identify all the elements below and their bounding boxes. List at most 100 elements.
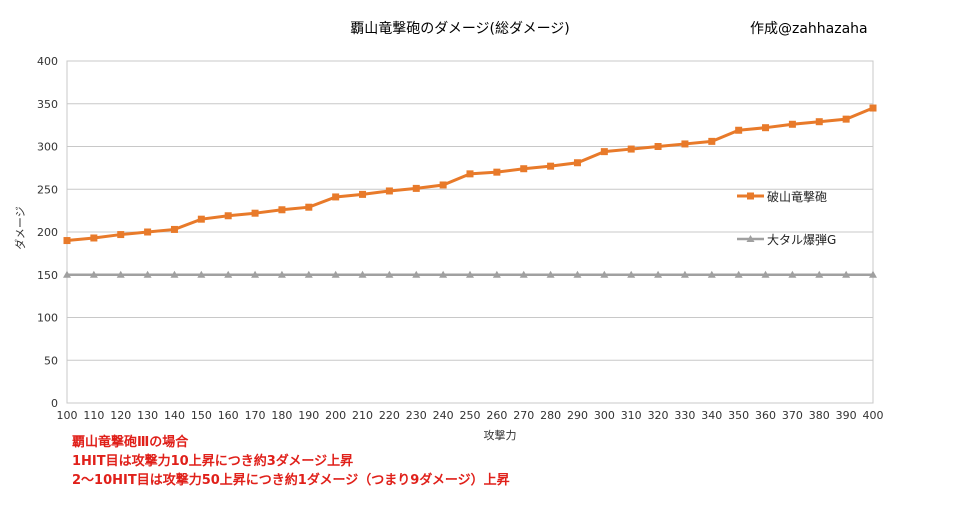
data-point bbox=[869, 270, 877, 278]
legend-label: 破山竜撃砲 bbox=[767, 189, 827, 204]
data-point bbox=[144, 228, 152, 236]
data-point bbox=[117, 231, 125, 239]
data-point bbox=[546, 270, 555, 278]
data-point bbox=[708, 137, 716, 145]
data-point bbox=[680, 270, 689, 278]
data-point bbox=[707, 270, 716, 278]
data-point bbox=[734, 270, 743, 278]
x-tick-label: 180 bbox=[271, 409, 292, 422]
data-point bbox=[520, 165, 528, 173]
data-point bbox=[251, 209, 259, 217]
chart-title: 覇山竜撃砲のダメージ(総ダメージ) bbox=[350, 21, 570, 37]
data-point bbox=[466, 170, 474, 178]
data-point bbox=[412, 270, 421, 278]
x-tick-label: 130 bbox=[137, 409, 158, 422]
data-point bbox=[493, 168, 501, 176]
data-point bbox=[304, 270, 313, 278]
data-point bbox=[761, 270, 770, 278]
data-point bbox=[358, 270, 367, 278]
data-point bbox=[359, 190, 367, 198]
x-tick-label: 110 bbox=[83, 409, 104, 422]
data-point bbox=[600, 270, 609, 278]
data-point bbox=[385, 187, 393, 195]
x-tick-label: 380 bbox=[809, 409, 830, 422]
data-point bbox=[197, 270, 206, 278]
y-tick-label: 150 bbox=[37, 269, 58, 282]
data-point bbox=[815, 118, 823, 126]
data-point bbox=[251, 270, 260, 278]
x-tick-label: 100 bbox=[57, 409, 78, 422]
data-point bbox=[492, 270, 501, 278]
data-point bbox=[573, 270, 582, 278]
data-point bbox=[331, 270, 340, 278]
data-point bbox=[63, 237, 71, 245]
data-point bbox=[224, 212, 232, 220]
note-line: 覇山竜撃砲Ⅲの場合 bbox=[72, 435, 189, 450]
y-tick-label: 100 bbox=[37, 312, 58, 325]
x-tick-label: 200 bbox=[325, 409, 346, 422]
data-point bbox=[762, 124, 770, 132]
x-tick-label: 360 bbox=[755, 409, 776, 422]
x-tick-label: 250 bbox=[460, 409, 481, 422]
data-point bbox=[224, 270, 233, 278]
data-point bbox=[89, 270, 98, 278]
data-point bbox=[170, 270, 179, 278]
x-tick-label: 280 bbox=[540, 409, 561, 422]
data-point bbox=[90, 234, 98, 242]
data-point bbox=[116, 270, 125, 278]
x-tick-label: 370 bbox=[782, 409, 803, 422]
y-tick-label: 250 bbox=[37, 183, 58, 196]
data-point bbox=[63, 270, 71, 278]
data-point bbox=[547, 162, 555, 170]
x-tick-label: 220 bbox=[379, 409, 400, 422]
x-tick-label: 340 bbox=[701, 409, 722, 422]
data-point bbox=[654, 270, 663, 278]
y-axis-label: ダメージ bbox=[13, 206, 27, 249]
data-point bbox=[627, 145, 635, 153]
data-point bbox=[654, 143, 662, 150]
data-point bbox=[439, 270, 448, 278]
y-tick-label: 300 bbox=[37, 141, 58, 154]
data-point bbox=[197, 215, 205, 223]
y-tick-label: 200 bbox=[37, 226, 58, 239]
data-point bbox=[278, 206, 286, 214]
note-line: 1HIT目は攻撃力10上昇につき約3ダメージ上昇 bbox=[72, 454, 354, 469]
x-tick-label: 190 bbox=[298, 409, 319, 422]
data-point bbox=[681, 140, 689, 148]
x-tick-label: 300 bbox=[594, 409, 615, 422]
x-tick-label: 270 bbox=[513, 409, 534, 422]
x-tick-label: 310 bbox=[621, 409, 642, 422]
y-tick-label: 400 bbox=[37, 55, 58, 68]
data-point bbox=[519, 270, 528, 278]
y-tick-label: 50 bbox=[44, 354, 58, 367]
x-tick-label: 400 bbox=[863, 409, 884, 422]
data-point bbox=[735, 126, 743, 134]
data-point bbox=[788, 270, 797, 278]
x-tick-label: 350 bbox=[728, 409, 749, 422]
data-point bbox=[332, 193, 340, 201]
x-tick-label: 240 bbox=[433, 409, 454, 422]
data-point bbox=[842, 270, 851, 278]
x-tick-label: 320 bbox=[648, 409, 669, 422]
x-tick-label: 160 bbox=[218, 409, 239, 422]
legend-marker bbox=[747, 192, 754, 200]
x-tick-label: 260 bbox=[486, 409, 507, 422]
note-line: 2〜10HIT目は攻撃力50上昇につき約1ダメージ（つまり9ダメージ）上昇 bbox=[72, 473, 510, 488]
notes: 覇山竜撃砲Ⅲの場合 1HIT目は攻撃力10上昇につき約3ダメージ上昇 2〜10H… bbox=[72, 433, 510, 490]
x-tick-label: 210 bbox=[352, 409, 373, 422]
data-point bbox=[412, 184, 420, 192]
data-point bbox=[600, 148, 608, 156]
x-tick-label: 140 bbox=[164, 409, 185, 422]
data-point bbox=[439, 181, 447, 189]
data-point bbox=[573, 159, 581, 167]
data-point bbox=[869, 104, 877, 112]
data-point bbox=[385, 270, 394, 278]
data-point bbox=[466, 270, 474, 278]
data-point bbox=[277, 270, 286, 278]
x-tick-label: 290 bbox=[567, 409, 588, 422]
data-point bbox=[170, 225, 178, 233]
data-point bbox=[305, 203, 313, 211]
x-tick-label: 390 bbox=[836, 409, 857, 422]
plot-area bbox=[66, 60, 874, 404]
